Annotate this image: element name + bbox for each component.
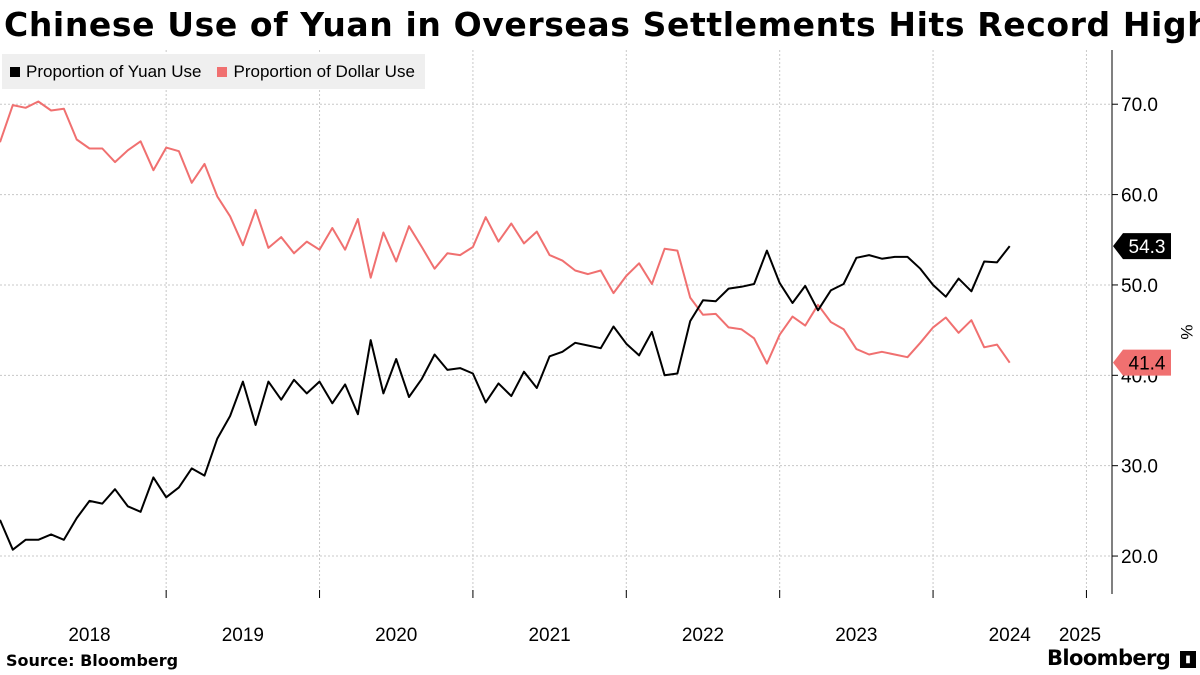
x-tick-label: 2022 [682,625,724,646]
legend-item-dollar: Proportion of Dollar Use [217,61,415,82]
chart-title: Chinese Use of Yuan in Overseas Settleme… [4,5,1200,44]
y-axis-label: % [1177,324,1196,339]
y-tick-label: 50.0 [1121,276,1158,297]
brand-logo: Bloomberg [1047,646,1171,670]
series-line-yuan [0,245,1011,551]
end-label-yuan: 54.3 [1129,237,1166,258]
x-tick-label: 2021 [528,625,570,646]
legend-item-yuan: Proportion of Yuan Use [10,62,201,82]
x-tick-label: 2018 [68,625,110,646]
series-line-dollar [0,100,1011,365]
terminal-icon: ▮ [1180,651,1196,668]
legend-swatch-yuan [10,66,20,77]
x-tick-label: 2024 [989,625,1032,646]
source-note: Source: Bloomberg [6,651,179,670]
legend-swatch-dollar [217,66,228,77]
y-tick-label: 20.0 [1121,547,1158,568]
legend: Proportion of Yuan Use Proportion of Dol… [2,54,425,89]
x-tick-label: 2020 [375,625,417,646]
end-tag-yuan [1113,233,1171,260]
legend-label-yuan: Proportion of Yuan Use [26,61,202,81]
end-label-dollar: 41.4 [1129,354,1166,375]
x-tick-label: 2025 [1059,625,1101,646]
y-tick-label: 60.0 [1121,186,1158,207]
y-tick-label: 30.0 [1121,457,1158,478]
legend-label-dollar: Proportion of Dollar Use [233,61,415,81]
end-tag-dollar [1113,349,1171,376]
x-tick-label: 2019 [222,625,264,646]
x-tick-label: 2023 [835,625,877,646]
y-tick-label: 70.0 [1121,95,1158,116]
